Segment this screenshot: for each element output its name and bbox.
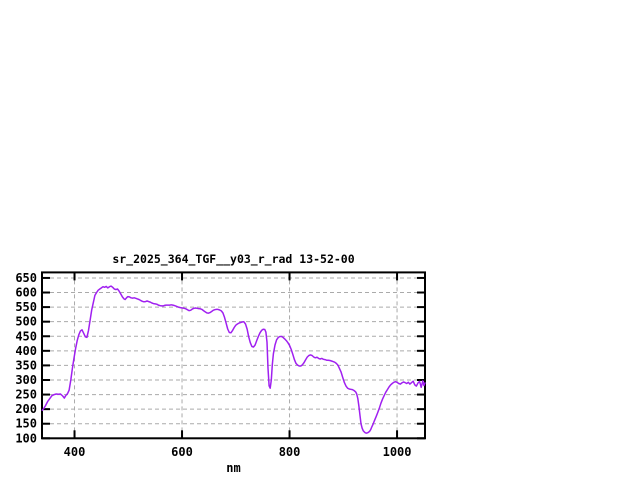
y-tick-label: 250 (15, 388, 37, 402)
y-tick-label: 450 (15, 329, 37, 343)
x-tick-label: 1000 (383, 445, 412, 459)
y-tick-label: 600 (15, 286, 37, 300)
axis-ticks (42, 272, 425, 440)
y-tick-label: 100 (15, 431, 37, 445)
y-tick-label: 300 (15, 373, 37, 387)
x-axis-tick-labels: 400 600 800 1000 (64, 445, 412, 459)
y-tick-label: 150 (15, 417, 37, 431)
plot-border (41, 271, 426, 440)
x-tick-label: 800 (279, 445, 301, 459)
x-axis-label: nm (226, 461, 240, 475)
y-tick-label: 350 (15, 358, 37, 372)
y-tick-label: 200 (15, 402, 37, 416)
gridlines (43, 273, 424, 438)
x-tick-label: 400 (64, 445, 86, 459)
x-tick-label: 600 (171, 445, 193, 459)
y-tick-label: 550 (15, 300, 37, 314)
chart-title: sr_2025_364_TGF__y03_r_rad 13-52-00 (112, 252, 354, 267)
spectrum-line (41, 285, 426, 434)
y-tick-label: 650 (15, 271, 37, 285)
y-tick-label: 500 (15, 315, 37, 329)
y-tick-label: 400 (15, 344, 37, 358)
